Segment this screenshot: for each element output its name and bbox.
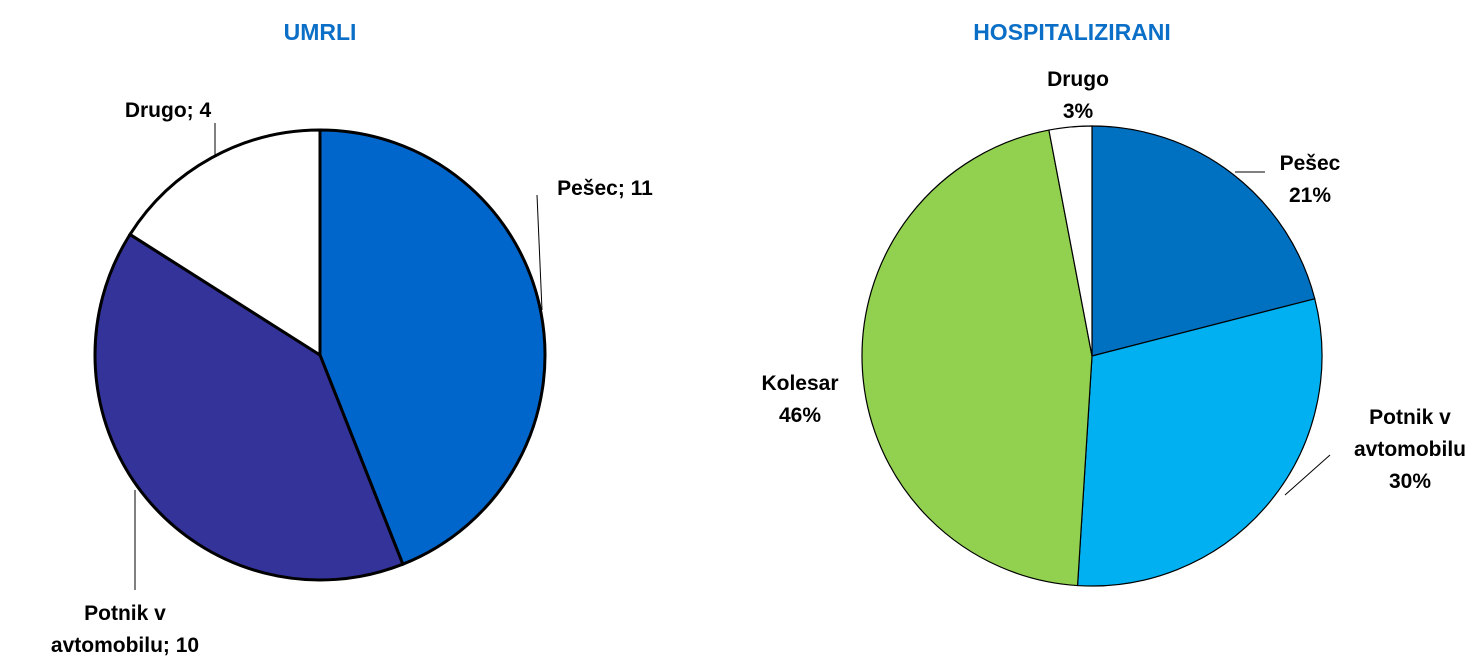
pie-slice (127, 128, 322, 358)
chart-title: UMRLI (284, 19, 357, 45)
leader-line (1284, 454, 1331, 496)
pie-slice (93, 232, 405, 582)
pie-slice (1076, 298, 1323, 587)
data-label-line: Pešec; 11 (557, 177, 653, 200)
data-label-line: avtomobilu (1354, 438, 1466, 461)
pie-slice (861, 129, 1093, 587)
data-label-line: 21% (1289, 184, 1331, 207)
data-label: Pešec; 11 (557, 177, 653, 200)
data-label-line: Kolesar (761, 372, 838, 395)
data-label: Drugo 3% (1047, 68, 1109, 123)
leader-line (536, 194, 543, 311)
pie-slice (1048, 125, 1093, 357)
data-label-line: 46% (779, 404, 821, 427)
data-label-line: 30% (1389, 470, 1431, 493)
data-label-line: avtomobilu; 10 (51, 634, 199, 657)
data-label: Pešec 21% (1280, 152, 1341, 207)
data-label-line: Potnik v (1369, 406, 1451, 429)
data-label: Drugo; 4 (125, 99, 212, 122)
chart-title: HOSPITALIZIRANI (973, 19, 1171, 45)
data-label-line: Drugo (1047, 68, 1109, 91)
data-label-line: Pešec (1280, 152, 1341, 175)
data-label-line: Drugo; 4 (125, 99, 212, 122)
data-label: Potnik v avtomobilu; 10 (51, 602, 199, 657)
data-label-line: Potnik v (84, 602, 166, 625)
data-label: Potnik v avtomobilu 30% (1354, 406, 1466, 493)
data-label: Kolesar 46% (761, 372, 838, 427)
data-label-line: 3% (1063, 100, 1094, 123)
pie-slice (318, 128, 547, 567)
pie-slice (1091, 125, 1316, 357)
